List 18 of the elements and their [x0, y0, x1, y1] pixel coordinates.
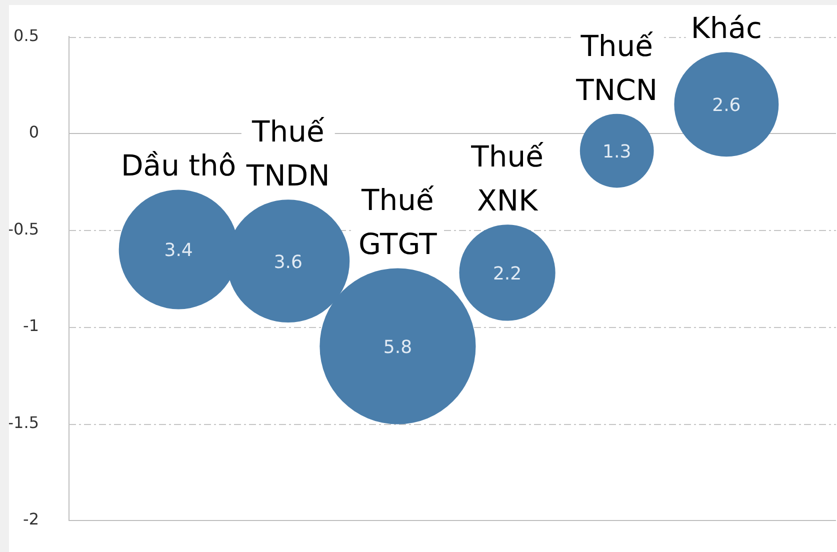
data-label: 5.8: [383, 336, 412, 358]
data-label: 1.3: [602, 141, 632, 162]
x-tick-label: Thuế GTGT: [358, 183, 438, 262]
y-tick-label: -1.5: [8, 412, 39, 432]
y-tick-label: -2: [23, 510, 39, 529]
x-tick-label: Khác: [690, 11, 762, 46]
y-tick-label: 0.5: [14, 26, 39, 45]
y-tick-label: 0: [28, 122, 39, 142]
x-tick-label: Dầu thô: [120, 148, 236, 183]
data-label: 2.2: [492, 263, 522, 284]
x-tick-label: Thuế TNDN: [245, 114, 330, 193]
x-tick-label: Thuế TNCN: [575, 28, 658, 107]
y-tick-label: -1: [23, 316, 39, 336]
data-label: 3.6: [274, 252, 302, 273]
y-tick-label: -0.5: [8, 219, 39, 238]
x-tick-label: Thuế XNK: [470, 140, 544, 218]
data-label: 3.4: [164, 240, 193, 262]
data-label: 2.6: [712, 95, 741, 116]
